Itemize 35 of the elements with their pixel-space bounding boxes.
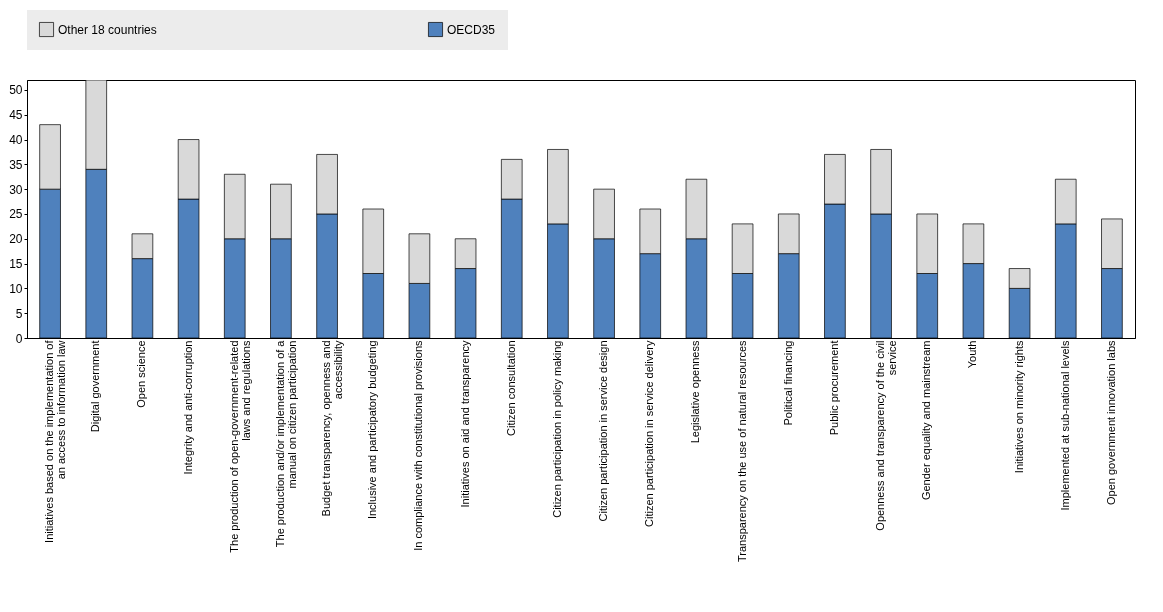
x-tick-label: Initiatives on minority rights bbox=[1012, 340, 1025, 474]
x-tick-label: Citizen participation in service delivery bbox=[643, 340, 656, 527]
x-tick-label: Gender equality and mainstream bbox=[920, 340, 933, 501]
y-tick-label: 40 bbox=[9, 133, 23, 148]
x-tick-label: Open science bbox=[135, 340, 148, 408]
x-tick-label: Initiatives on aid and transparency bbox=[458, 340, 471, 508]
legend-label: Other 18 countries bbox=[58, 22, 157, 37]
y-tick-label: 45 bbox=[9, 108, 23, 123]
x-tick-label: Integrity and anti-corruption bbox=[181, 340, 194, 475]
y-tick-label: 15 bbox=[9, 257, 23, 272]
x-tick-label: Youth bbox=[966, 340, 979, 369]
x-tick-label: Transparency on the use of natural resources bbox=[735, 340, 748, 563]
x-tick-label: Openness and transparency of the civil service bbox=[874, 340, 899, 531]
x-tick-label: Citizen participation in policy making bbox=[550, 340, 563, 518]
x-tick-label: Digital government bbox=[89, 340, 102, 433]
y-tick-label: 35 bbox=[9, 157, 23, 172]
y-tick-label: 20 bbox=[9, 232, 23, 247]
x-tick-label: The production of open-government-related laws and regulations bbox=[227, 340, 252, 553]
y-tick-label: 50 bbox=[9, 83, 23, 98]
y-tick-label: 25 bbox=[9, 207, 23, 222]
y-tick-label: 5 bbox=[15, 306, 23, 321]
y-tick-label: 10 bbox=[9, 281, 23, 296]
x-tick-label: Political financing bbox=[781, 340, 794, 426]
y-tick-label: 30 bbox=[9, 182, 23, 197]
x-tick-label: Inclusive and participatory budgeting bbox=[366, 340, 379, 520]
x-tick-label: Open government innovation labs bbox=[1104, 340, 1117, 505]
x-tick-label: Public procurement bbox=[827, 340, 840, 436]
x-tick-label: Citizen participation in service design bbox=[597, 340, 610, 522]
x-tick-label: Implemented at sub-national levels bbox=[1058, 340, 1071, 511]
y-tick-label: 0 bbox=[15, 331, 23, 346]
legend-label: OECD35 bbox=[447, 22, 496, 37]
x-tick-label: Initiatives based on the implementation of an access to information law bbox=[43, 339, 68, 543]
x-tick-label: Citizen consultation bbox=[504, 340, 517, 436]
x-tick-label: In compliance with constitutional provisions bbox=[412, 340, 425, 551]
x-tick-label: Legislative openness bbox=[689, 340, 702, 444]
